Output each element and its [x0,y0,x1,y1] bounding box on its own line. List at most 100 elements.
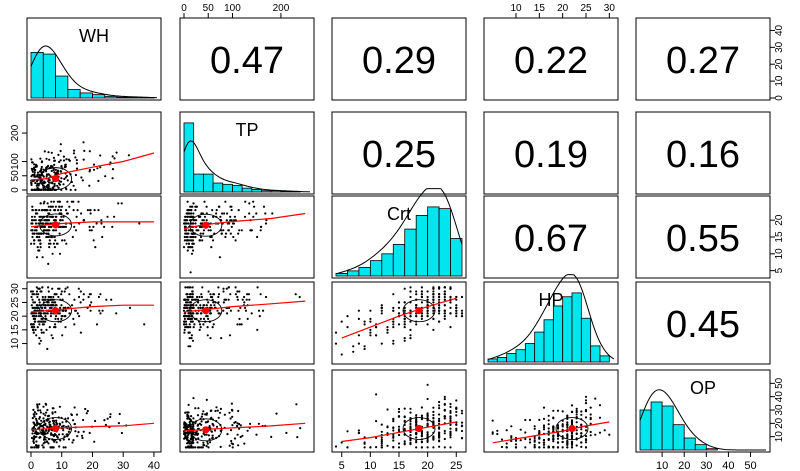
scatter-tp-op [182,397,306,449]
data-point [51,252,54,255]
data-point [426,434,429,437]
data-point [542,439,546,442]
data-point [257,309,261,312]
data-point [455,304,458,307]
data-point [65,433,68,436]
data-point [39,409,42,412]
data-point [218,411,222,414]
data-point [41,174,44,177]
data-point [50,235,54,239]
data-point [42,442,45,445]
data-point [75,215,78,218]
data-point [234,420,237,424]
data-point [202,441,205,444]
data-point [32,438,35,441]
data-point [426,290,429,293]
data-point [222,287,225,290]
data-point [510,436,513,439]
data-point [227,286,230,289]
data-point [334,342,338,345]
data-point [432,420,435,423]
data-point [98,309,101,312]
data-point [589,413,592,416]
data-point [552,417,555,420]
data-point [74,173,77,177]
data-point [97,209,100,212]
data-point [386,326,389,329]
data-point [505,442,508,445]
data-point [190,337,193,340]
data-point [205,398,208,401]
data-point [542,417,546,420]
data-point [191,286,194,289]
data-point [403,440,406,443]
data-point [538,441,541,444]
data-point [29,323,33,326]
data-point [41,286,44,289]
data-point [188,421,191,424]
data-point [205,205,208,208]
data-point [580,423,583,426]
data-point [218,312,221,315]
data-point [375,334,378,337]
variable-label-wh: WH [79,26,109,46]
data-point [38,287,41,290]
data-point [39,157,42,160]
data-point [547,427,550,430]
data-point [30,312,33,315]
data-point [82,298,85,301]
data-point [438,420,441,423]
data-point [33,432,37,435]
data-point [105,298,108,301]
data-point [561,440,564,444]
data-point [575,413,578,416]
data-point [449,326,452,329]
data-point [403,415,406,418]
data-point [45,185,48,188]
data-point [186,446,190,449]
data-point [210,416,213,419]
histogram-bar [534,331,545,363]
mean-point [415,424,423,433]
data-point [258,315,261,318]
data-point [397,301,401,304]
data-point [197,306,200,309]
data-point [77,287,80,290]
data-point [556,434,560,437]
data-point [113,157,116,160]
data-point [432,309,435,312]
data-point [47,442,50,445]
data-point [50,200,53,203]
data-point [196,424,199,427]
data-point [561,424,564,427]
data-point [589,430,592,434]
data-point [111,168,115,171]
data-point [47,205,50,208]
data-point [185,242,188,245]
data-point [198,239,201,242]
data-point [190,209,193,212]
data-point [375,436,378,439]
histogram-bar [543,319,554,363]
data-point [556,409,560,412]
data-point [244,200,247,203]
data-point [187,222,190,225]
data-point [542,426,546,429]
data-point [36,246,39,249]
data-point [36,295,39,299]
density-curve [487,274,615,360]
data-point [584,429,588,432]
data-point [552,426,555,429]
correlation-ellipse [402,417,436,440]
data-point [192,417,195,420]
data-point [65,174,69,178]
data-point [51,287,54,290]
data-point [547,414,550,417]
data-point [229,429,233,432]
data-point [426,439,429,442]
data-point [460,421,464,424]
data-point [247,293,250,296]
data-point [397,410,401,413]
data-point [60,177,63,180]
density-curve [335,188,463,275]
